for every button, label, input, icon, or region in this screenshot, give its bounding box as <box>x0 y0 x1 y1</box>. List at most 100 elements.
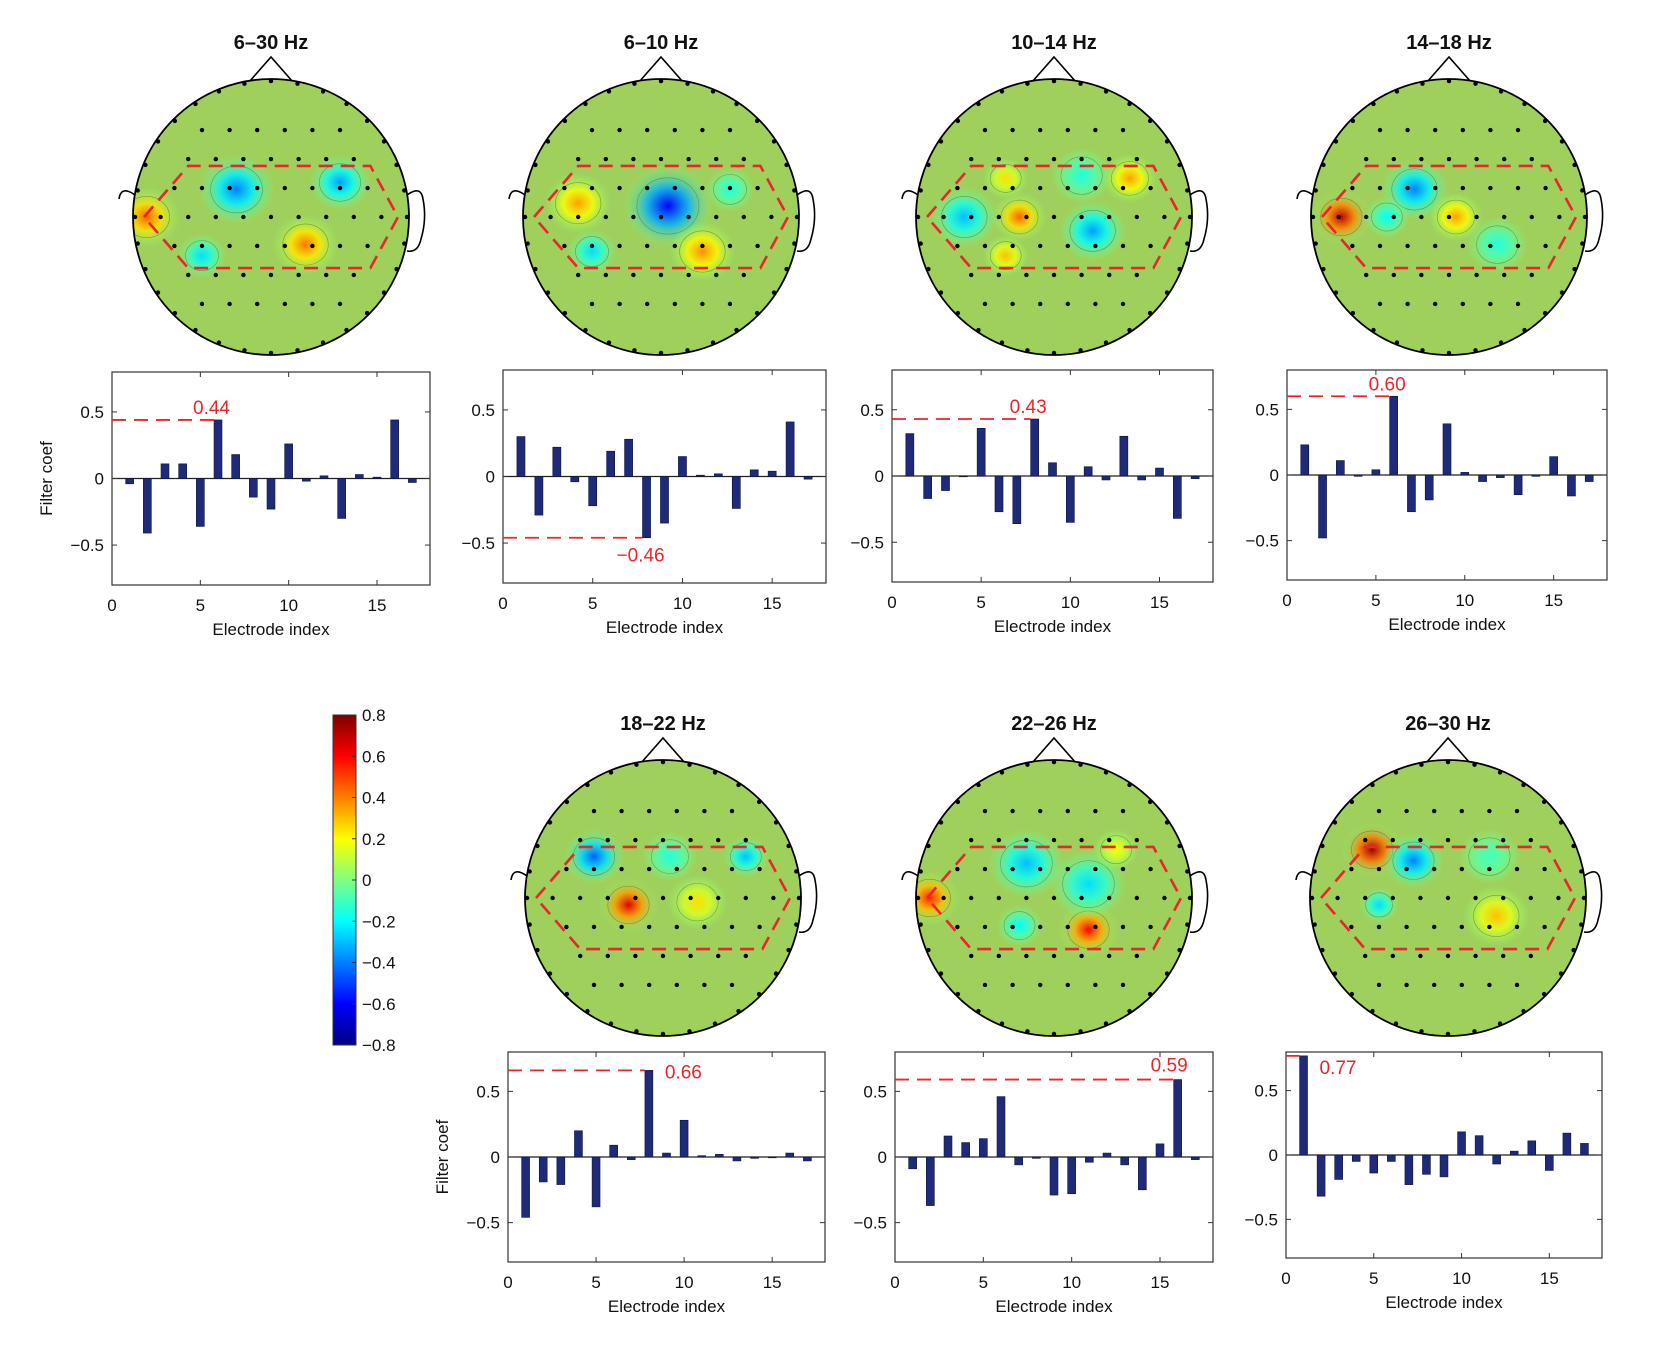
selected-region-outline <box>1320 164 1578 270</box>
electrode-dot <box>1010 924 1015 930</box>
left-ear-icon <box>901 871 919 881</box>
contour-line <box>636 177 700 235</box>
scalp-blob <box>272 214 339 275</box>
electrode-dot <box>1065 127 1071 133</box>
y-tick-label: 0.5 <box>80 403 104 422</box>
electrode-dot <box>1474 272 1479 278</box>
electrode-dot <box>1376 924 1382 930</box>
electrode-dot <box>754 118 760 124</box>
electrode-dot <box>1501 895 1506 901</box>
electrode-dot <box>337 185 343 191</box>
bar <box>1191 1156 1200 1160</box>
electrode-dot <box>1487 866 1492 872</box>
electrode-dot <box>1103 340 1109 345</box>
bar <box>1066 475 1075 523</box>
electrode-dot <box>634 1029 639 1034</box>
electrode-dot <box>242 348 247 353</box>
electrode-dot <box>1185 922 1190 927</box>
x-tick-label: 15 <box>763 1273 782 1292</box>
electrode-dot <box>344 101 349 107</box>
electrode-dot <box>1321 266 1326 272</box>
electrode-dot <box>1103 770 1109 775</box>
y-tick-label: 0.5 <box>471 401 495 420</box>
right-ear-icon <box>406 190 426 253</box>
electrode-dot <box>1164 139 1170 144</box>
electrode-dot <box>186 214 191 220</box>
electrode-dot <box>1350 310 1356 316</box>
electrode-dot <box>999 1021 1005 1026</box>
bar <box>1300 444 1310 476</box>
electrode-dot <box>631 272 636 278</box>
electrode-dot <box>632 81 637 86</box>
electrode-dot <box>1093 924 1098 930</box>
contour-line <box>1371 202 1403 232</box>
electrode-dot <box>1529 214 1535 220</box>
panel-title: 18–22 Hz <box>620 713 706 735</box>
electrode-dot <box>969 895 974 901</box>
y-tick-label: −0.5 <box>850 533 884 552</box>
electrode-dot <box>1432 808 1437 814</box>
y-tick-label: 0.5 <box>863 1082 887 1101</box>
electrode-dot <box>982 301 988 307</box>
electrode-dot <box>1459 982 1465 988</box>
bar <box>1584 474 1594 482</box>
electrode-dot <box>1134 895 1140 901</box>
x-tick-label: 0 <box>503 1273 512 1292</box>
panel-title: 6–30 Hz <box>234 32 309 54</box>
electrode-dot <box>282 243 287 249</box>
electrode-dot <box>1445 895 1451 901</box>
electrode-dot <box>1376 982 1382 988</box>
electrode-dot <box>1065 982 1071 988</box>
bar <box>905 433 915 477</box>
bar <box>943 1135 953 1158</box>
x-tick-label: 5 <box>196 596 205 615</box>
bar <box>923 475 932 499</box>
electrode-dot <box>999 770 1005 775</box>
electrode-dot <box>976 327 981 333</box>
electrode-dot <box>617 243 622 249</box>
electrode-dot <box>754 310 760 316</box>
left-ear-icon <box>510 871 528 881</box>
x-axis-label: Electrode index <box>994 617 1112 636</box>
bar <box>679 1119 689 1158</box>
bar <box>994 475 1004 513</box>
electrode-dot <box>784 162 789 168</box>
electrode-dot <box>1164 290 1170 295</box>
bar <box>319 475 329 479</box>
bar <box>1120 1156 1129 1166</box>
bar <box>1083 466 1093 477</box>
x-tick-label: 10 <box>1061 593 1080 612</box>
electrode-dot <box>564 866 569 872</box>
topoplot: 18–22 Hz <box>510 713 818 1037</box>
scalp-blob <box>916 870 961 926</box>
electrode-dot <box>757 866 762 872</box>
bar-chart: −0.5 0 0.5 0 5 10 15 Electrode index 0.77 <box>1244 1051 1603 1312</box>
electrode-dot <box>1120 301 1126 307</box>
bar <box>662 1152 671 1158</box>
electrode-dot <box>938 820 944 825</box>
electrode-dot <box>955 799 961 805</box>
electrode-dot <box>918 188 923 193</box>
bar-chart: −0.5 0 0.5 0 5 10 15 Electrode index 0.59 <box>853 1051 1214 1316</box>
electrode-dot <box>1177 162 1182 168</box>
electrode-dot <box>918 869 923 874</box>
contour-line <box>1069 209 1116 252</box>
electrode-dot <box>999 340 1005 345</box>
electrode-dot <box>1557 214 1562 220</box>
electrode-dot <box>710 340 716 345</box>
bar <box>1155 1143 1165 1158</box>
electrode-dot <box>633 953 638 959</box>
panel-title: 6–10 Hz <box>624 32 699 54</box>
electrode-dot <box>1187 214 1193 220</box>
panel-1: 6–30 Hz −0.5 0 0.5 0 5 10 15 Electrode index Filt… <box>37 32 431 639</box>
electrode-dot <box>631 156 636 162</box>
electrode-dot <box>1333 139 1339 144</box>
electrode-dot <box>591 866 597 872</box>
electrode-dot <box>1459 808 1465 814</box>
x-tick-label: 15 <box>1151 1273 1170 1292</box>
electrode-dot <box>1313 188 1318 193</box>
bar <box>1318 474 1327 539</box>
electrode-dot <box>1363 895 1368 901</box>
electrode-dot <box>1432 924 1437 930</box>
bar <box>785 1152 795 1158</box>
